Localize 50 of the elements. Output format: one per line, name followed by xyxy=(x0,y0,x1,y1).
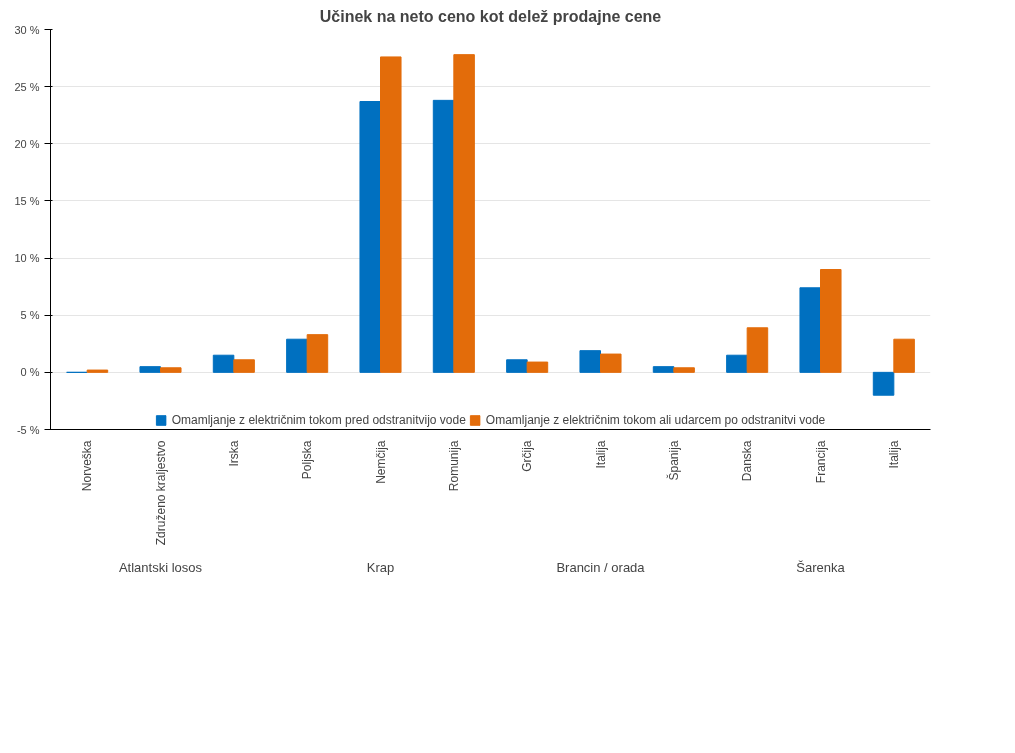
y-tick-label: 10 % xyxy=(14,252,40,265)
bar xyxy=(526,361,549,373)
bar xyxy=(359,101,381,373)
y-tick-label: 5 % xyxy=(20,309,40,322)
bar xyxy=(600,353,622,373)
legend-label: Omamljanje z električnim tokom ali udarcem po odstranitvi vode xyxy=(485,413,826,427)
bar xyxy=(286,338,308,373)
x-tick-label: Danska xyxy=(740,440,755,482)
bar xyxy=(893,338,915,373)
bar xyxy=(306,334,329,373)
bar xyxy=(820,269,842,373)
bar xyxy=(453,54,475,373)
x-tick-label: Italija xyxy=(886,440,901,469)
bar xyxy=(746,327,769,373)
chart-title: Učinek na neto ceno kot delež prodajne cene xyxy=(319,7,662,25)
bar xyxy=(799,287,821,373)
text: Atlantski losos xyxy=(118,559,203,575)
legend-label: Omamljanje z električnim tokom pred odstranitvijo vode xyxy=(171,413,466,427)
bar xyxy=(506,359,528,373)
x-tick-label: Italija xyxy=(593,440,608,469)
x-tick-label: Romunija xyxy=(446,440,461,492)
text: Šarenka xyxy=(796,559,846,575)
bar xyxy=(673,367,695,373)
bar xyxy=(726,354,748,373)
bar xyxy=(160,367,182,373)
bar xyxy=(86,369,109,373)
bar xyxy=(432,99,455,373)
x-tick-label: Združeno kraljestvo xyxy=(153,440,168,546)
bar xyxy=(872,371,895,396)
x-tick-label: Francija xyxy=(813,440,828,484)
bar xyxy=(212,354,235,373)
y-tick-label: 30 % xyxy=(14,23,40,36)
bar xyxy=(139,366,161,373)
x-tick-label: Norveška xyxy=(80,440,95,492)
y-tick-label: -5 % xyxy=(16,423,40,436)
bar xyxy=(652,366,675,373)
text: Krap xyxy=(366,559,395,575)
x-tick-label: Grčija xyxy=(520,440,535,472)
bar xyxy=(233,359,255,373)
x-tick-label: Španija xyxy=(665,440,681,481)
y-tick-label: 0 % xyxy=(20,366,40,379)
x-tick-label: Irska xyxy=(226,440,241,467)
x-tick-label: Nemčija xyxy=(373,440,388,484)
x-tick-label: Poljska xyxy=(300,440,315,480)
bar xyxy=(380,56,402,373)
y-tick-label: 15 % xyxy=(14,194,40,207)
text: Brancin / orada xyxy=(556,559,646,575)
y-tick-label: 20 % xyxy=(14,137,40,150)
y-tick-label: 25 % xyxy=(14,80,40,93)
bar xyxy=(579,350,601,373)
